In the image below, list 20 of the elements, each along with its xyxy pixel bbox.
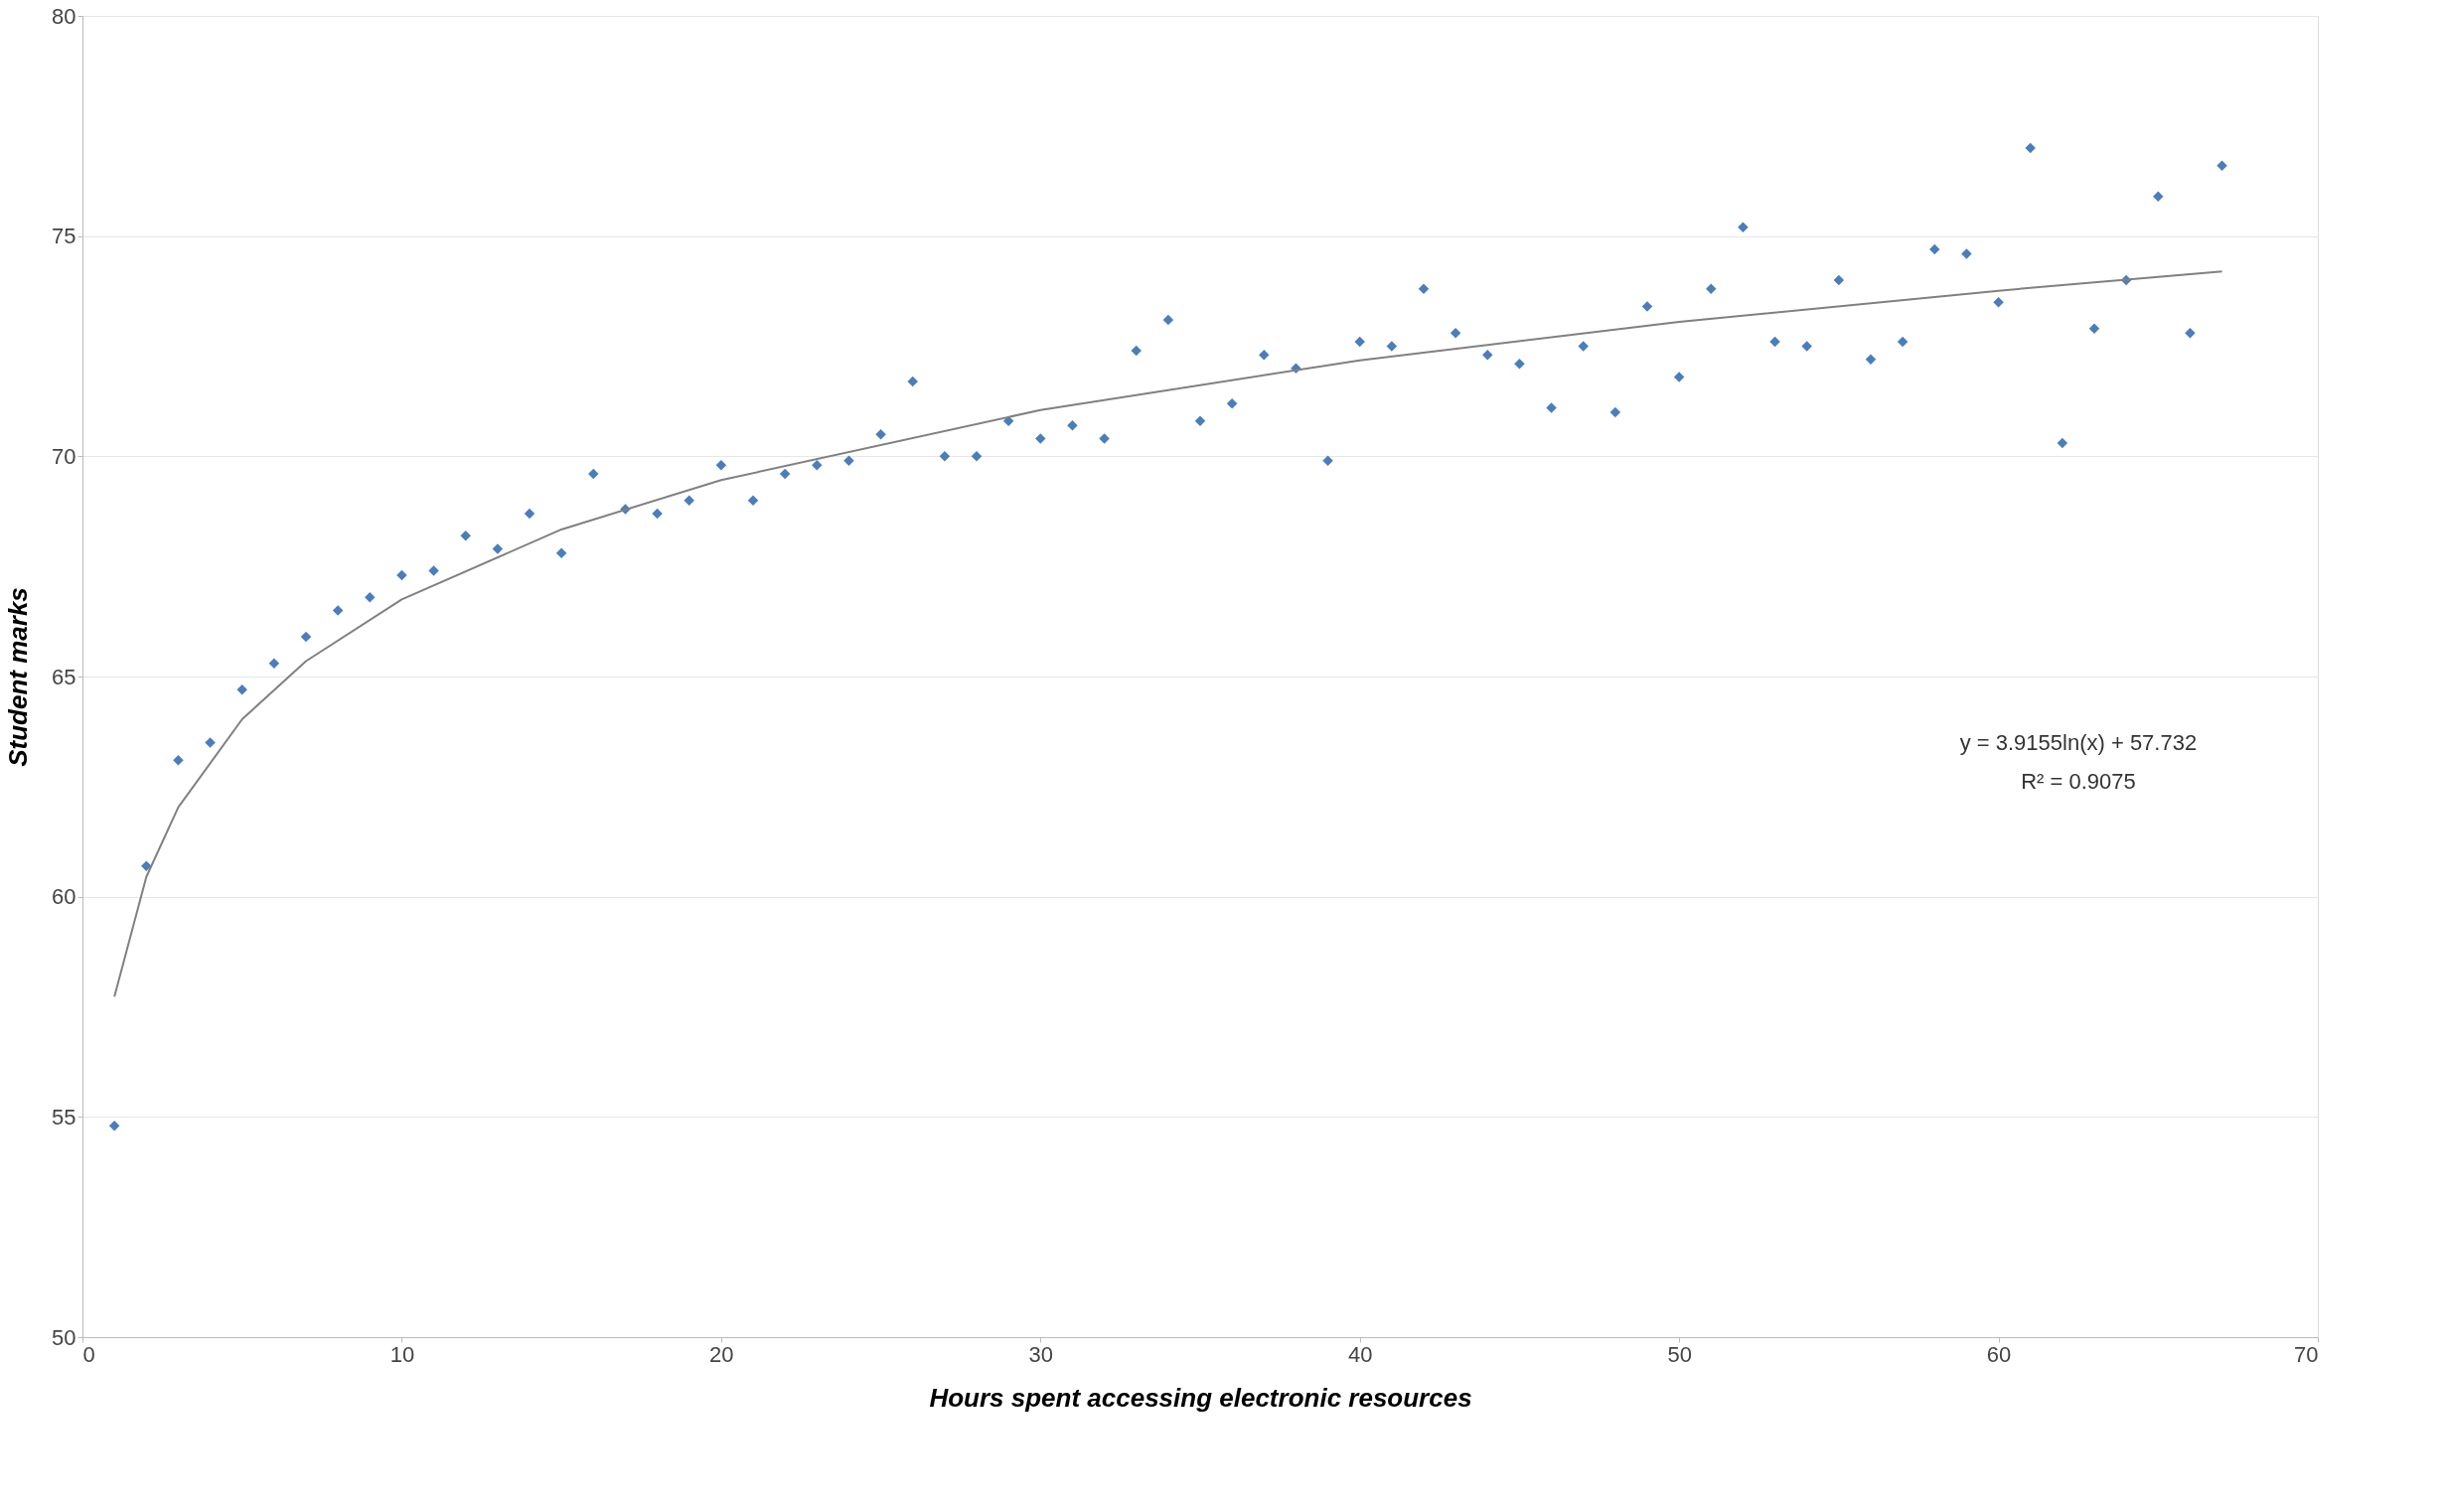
- x-tick-label: 30: [1028, 1341, 1054, 1367]
- x-tick-label: 10: [389, 1341, 415, 1367]
- y-tick-label: 60: [52, 884, 76, 910]
- y-tick-label: 75: [52, 224, 76, 249]
- x-axis-title: Hours spent accessing electronic resources: [929, 1382, 1472, 1413]
- x-tick-label: 50: [1667, 1341, 1692, 1367]
- y-tick-label: 70: [52, 443, 76, 469]
- x-tick-label: 70: [2294, 1341, 2319, 1367]
- x-tick-label: 20: [709, 1341, 734, 1367]
- x-tick-label: 40: [1347, 1341, 1373, 1367]
- line-series: [113, 270, 2223, 998]
- annotation: R² = 0.9075: [2021, 769, 2136, 795]
- annotation: y = 3.9155ln(x) + 57.732: [1959, 729, 2198, 755]
- x-tick-label: 60: [1986, 1341, 2012, 1367]
- y-axis-title: Student marks: [3, 587, 34, 767]
- y-tick-label: 80: [52, 3, 76, 29]
- y-tick-label: 50: [52, 1324, 76, 1350]
- x-tick-label: 0: [82, 1341, 95, 1367]
- y-tick-label: 55: [52, 1104, 76, 1130]
- y-tick-label: 65: [52, 664, 76, 689]
